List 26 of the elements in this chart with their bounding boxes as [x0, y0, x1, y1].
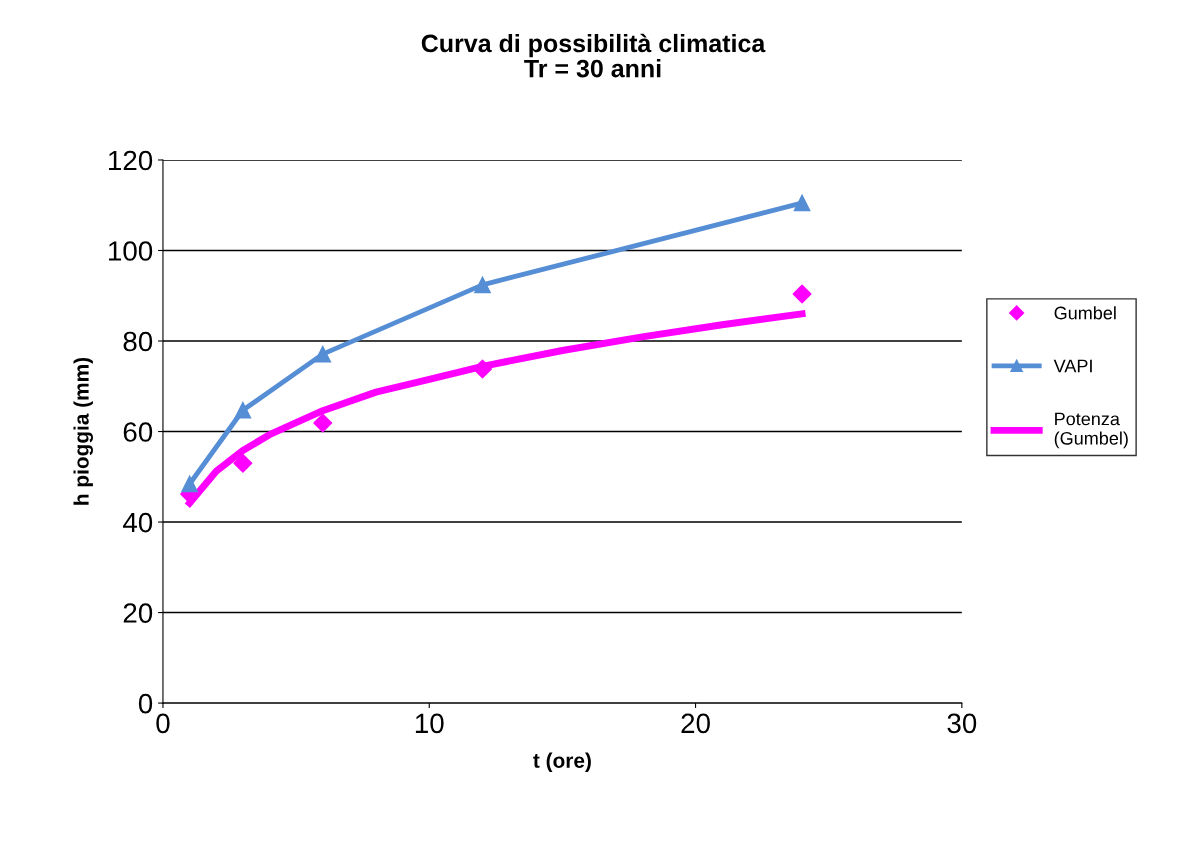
point: [793, 194, 811, 212]
x-tick-label: 20: [681, 713, 710, 734]
y-tick-label: 40: [122, 512, 153, 533]
x-tick-label: 10: [415, 713, 444, 734]
x-tick-label: 30: [947, 713, 977, 734]
legend-label: VAPI: [1053, 359, 1092, 373]
y-tick-label: 120: [109, 150, 153, 171]
y-tick-label: 80: [123, 331, 153, 352]
y-axis-title: h pioggia (mm): [73, 357, 93, 505]
x-tick-label: 0: [156, 713, 170, 734]
point: [313, 413, 333, 433]
y-tick-label: 100: [109, 241, 153, 261]
point: [314, 345, 332, 363]
point: [474, 276, 491, 294]
chart-title: Curva di possibilità climatica Tr = 30 anni: [421, 33, 766, 78]
y-tick-label: 60: [123, 422, 153, 442]
legend-label: Potenza (Gumbel): [1054, 412, 1128, 449]
y-tick-label: 0: [138, 693, 153, 714]
point: [473, 359, 492, 379]
point: [233, 453, 253, 473]
x-axis-title: t (ore): [533, 752, 591, 772]
y-tick-label: 20: [123, 603, 153, 623]
point: [234, 401, 252, 419]
point: [181, 475, 198, 493]
point: [792, 284, 812, 304]
legend-label: Gumbel: [1054, 306, 1116, 320]
